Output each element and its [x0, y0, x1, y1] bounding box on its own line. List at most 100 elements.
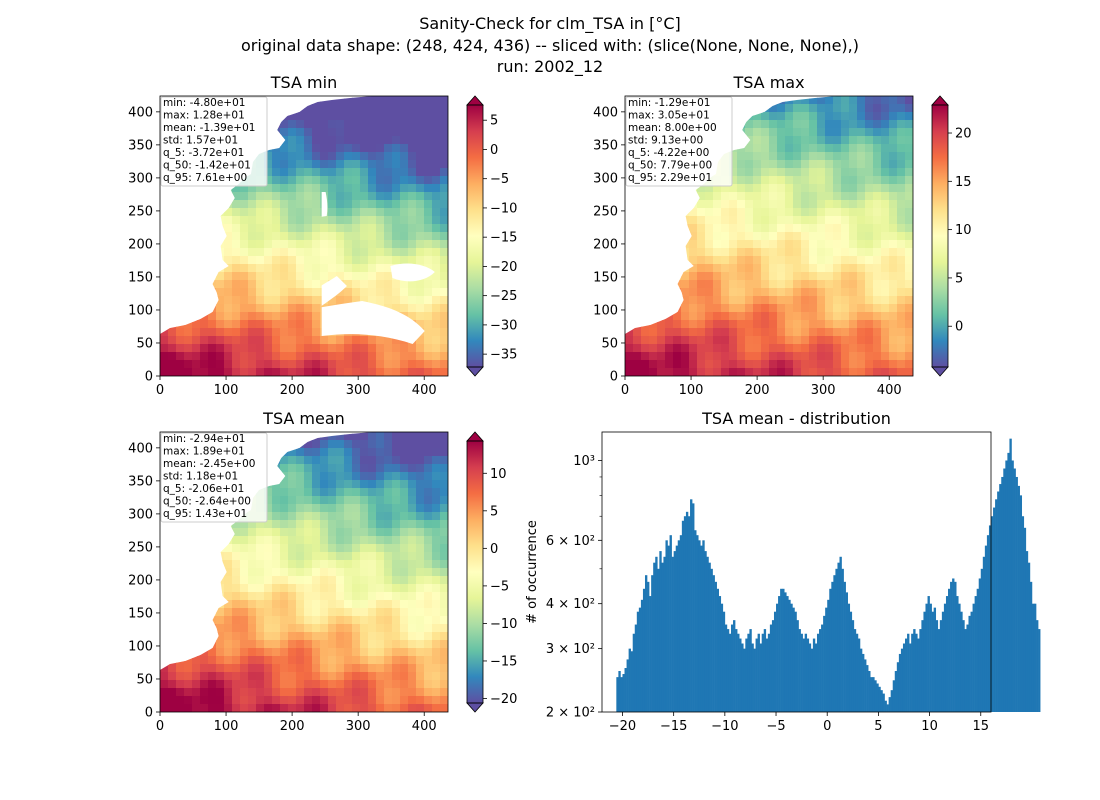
histogram-bar — [655, 556, 658, 712]
histogram-bar — [876, 683, 879, 712]
histogram-bar — [925, 603, 928, 712]
stats-line: q_95: 1.43e+01 — [163, 508, 247, 520]
histogram-bar — [647, 581, 650, 712]
colorbar-tick-label: 15 — [955, 175, 972, 190]
histogram-bar — [995, 499, 998, 712]
stats-line: q_50: 7.79e+00 — [628, 160, 712, 172]
colorbar-tick-label: −15 — [490, 231, 517, 246]
histogram-bar — [649, 596, 652, 712]
map-ytick-label: 150 — [593, 270, 618, 285]
histogram-bar — [816, 633, 820, 712]
histogram-bar — [790, 603, 793, 712]
histogram-bar — [1031, 603, 1035, 712]
colorbar-tick-label: 0 — [955, 320, 963, 335]
histogram-bar — [681, 520, 685, 712]
stats-line: q_50: -2.64e+00 — [163, 496, 251, 508]
histogram-bar — [849, 611, 853, 712]
map-xtick-label: 0 — [156, 383, 164, 398]
colorbar: 10 5 0 −5 −10 −15 −20 — [466, 431, 517, 713]
histogram-bar — [708, 562, 711, 712]
histogram-bar — [630, 651, 634, 712]
sea-mask — [321, 192, 328, 217]
histogram-bar — [943, 603, 947, 712]
histogram-bar — [749, 629, 752, 712]
histogram-bar — [808, 643, 812, 712]
histogram-bar — [1019, 495, 1023, 712]
map-ytick-label: 50 — [136, 672, 153, 687]
stats-line: q_5: -2.06e+01 — [163, 483, 244, 495]
map-ytick-label: 200 — [128, 573, 153, 588]
histogram-bar — [741, 643, 744, 712]
histogram-bar — [642, 588, 646, 712]
histogram-bar — [704, 551, 707, 712]
histogram-bar — [970, 611, 973, 712]
histogram-bar — [698, 540, 701, 712]
colorbar-tick-label: 0 — [490, 542, 498, 557]
colorbar: 5 0 −5 −10 −15 −20 −25 −30 −35 — [466, 95, 517, 377]
stats-line: min: -2.94e+01 — [163, 433, 245, 445]
map-frame — [624, 95, 914, 377]
histogram-bar — [857, 638, 861, 712]
histogram-bar — [986, 535, 990, 712]
histogram-panel: TSA mean - distribution −20 −15 −10 −5 0 5 10 15… — [525, 409, 1041, 734]
histogram-bar — [933, 607, 937, 712]
histogram-bar — [847, 603, 851, 712]
histogram-bar — [898, 653, 902, 712]
histogram-bar — [890, 690, 894, 712]
histogram-bar — [812, 638, 816, 712]
histogram-bar — [718, 596, 722, 712]
histogram-bar — [960, 611, 963, 712]
colorbar-tick-label: −15 — [490, 654, 517, 669]
map-title: TSA max — [732, 73, 804, 92]
histogram-bar — [950, 581, 953, 712]
colorbar-tick-label: 20 — [955, 127, 972, 142]
colorbar-tick-label: −35 — [490, 348, 517, 363]
histogram-bar — [980, 568, 984, 712]
histogram-frame — [601, 431, 992, 713]
map-ytick-label: 350 — [128, 474, 153, 489]
figure-title-line-1: Sanity-Check for clm_TSA in [°C] — [419, 14, 681, 34]
stats-line: mean: 8.00e+00 — [628, 122, 717, 134]
histogram-bar — [911, 633, 914, 712]
histogram-bar — [616, 677, 619, 712]
histogram-bar — [1001, 476, 1004, 712]
map-frame — [159, 95, 449, 377]
histogram-bar — [958, 603, 961, 712]
histogram-bar — [618, 671, 621, 712]
histogram-bar — [972, 603, 975, 712]
histogram-bar — [626, 659, 629, 712]
histogram-xtick-label: 10 — [921, 719, 938, 734]
histogram-bar — [1025, 551, 1029, 712]
histogram-bar — [683, 516, 687, 712]
histogram-xtick-label: 5 — [874, 719, 882, 734]
histogram-bar — [874, 680, 877, 712]
stats-line: q_50: -1.42e+01 — [163, 160, 251, 172]
histogram-bar — [1029, 581, 1033, 712]
histogram-bar — [1003, 468, 1006, 712]
histogram-xtick-label: −20 — [609, 719, 636, 734]
map-title: TSA min — [270, 73, 337, 92]
colorbar-tick-label: −10 — [490, 201, 517, 216]
colorbar: 20 15 10 5 0 — [931, 95, 972, 377]
histogram-bar — [694, 530, 697, 712]
map-xtick-label: 200 — [280, 719, 305, 734]
histogram-bar — [620, 677, 623, 712]
histogram-bar — [851, 620, 855, 712]
map-ytick-label: 200 — [128, 237, 153, 252]
histogram-bar — [638, 607, 642, 712]
map-ytick-label: 300 — [593, 171, 618, 186]
histogram-bar — [878, 686, 881, 712]
histogram-bar — [853, 629, 857, 712]
histogram-bar — [788, 599, 791, 712]
histogram-bar — [757, 633, 760, 712]
colorbar-tick-label: 10 — [490, 467, 507, 482]
histogram-bar — [753, 648, 756, 712]
histogram-xtick-label: −15 — [660, 719, 687, 734]
figure-title-line-3: run: 2002_12 — [497, 57, 603, 77]
histogram-bar — [1033, 603, 1037, 712]
map-xtick-label: 300 — [811, 383, 836, 398]
histogram-bar — [784, 592, 787, 712]
histogram-bar — [931, 611, 934, 712]
colorbar-tick-label: 5 — [955, 271, 963, 286]
